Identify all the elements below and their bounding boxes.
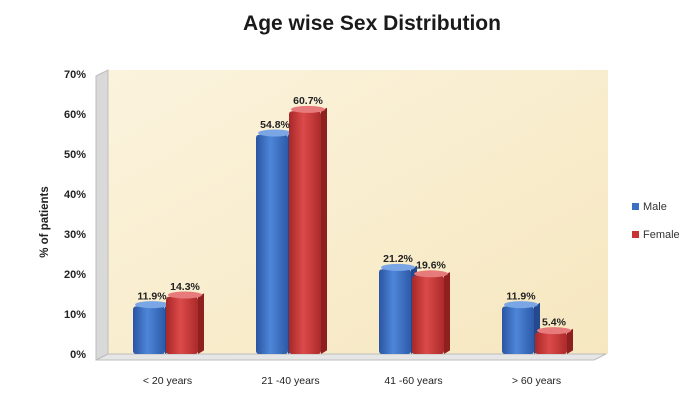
x-tick-label: 41 -60 years [384,375,442,387]
x-tick-label: > 60 years [512,375,561,387]
bar-male [256,134,288,354]
y-tick-label: 40% [64,189,86,201]
bar-female-side [321,107,327,354]
y-tick-label: 60% [64,109,86,121]
bar-male-top [381,263,415,271]
y-tick-label: 30% [64,229,86,241]
bar-male [502,306,534,354]
value-label: 21.2% [383,253,413,265]
bar-female [166,296,198,354]
value-labels: 11.9%14.3%54.8%60.7%21.2%19.6%11.9%5.4% [137,95,566,328]
value-label: 5.4% [542,316,567,328]
plot-side-wall [95,69,109,361]
value-label: 19.6% [416,260,446,272]
y-tick-label: 70% [64,69,86,81]
y-tick-label: 0% [70,349,86,361]
y-axis-label: % of patients [39,186,51,258]
bar-female [289,111,321,354]
bar-female-top [537,327,571,335]
y-axis-ticks: 0% 10% 20% 30% 40% 50% 60% 70% [64,69,86,361]
bar-female-top [291,105,325,113]
bar-female [412,275,444,354]
legend-swatch-male [632,203,639,210]
value-label: 14.3% [170,281,200,293]
legend-label-female: Female [643,229,680,241]
bar-female-top [414,270,448,278]
bar-female-side [567,328,573,354]
bar-male-top [135,301,169,309]
bar-female-side [198,293,204,354]
plot-floor [95,353,607,361]
bar-female [535,332,567,354]
bar-female-top [168,291,202,299]
y-tick-label: 10% [64,309,86,321]
value-label: 11.9% [506,290,536,302]
x-tick-label: < 20 years [143,375,192,387]
bar-male [379,269,411,354]
bar-female-side [444,272,450,354]
chart-title: Age wise Sex Distribution [243,12,501,35]
value-label: 54.8% [260,119,290,131]
bar-male-top [504,301,538,309]
x-tick-label: 21 -40 years [261,375,319,387]
bar-male-top [258,129,292,137]
y-tick-label: 50% [64,149,86,161]
value-label: 11.9% [137,290,167,302]
y-tick-label: 20% [64,269,86,281]
bar-male [133,306,165,354]
legend: Male Female [632,201,680,241]
legend-label-male: Male [643,201,667,213]
x-axis-ticks: < 20 years 21 -40 years 41 -60 years > 60 y… [143,375,561,387]
value-label: 60.7% [293,95,323,107]
legend-swatch-female [632,231,639,238]
bars [133,105,573,355]
